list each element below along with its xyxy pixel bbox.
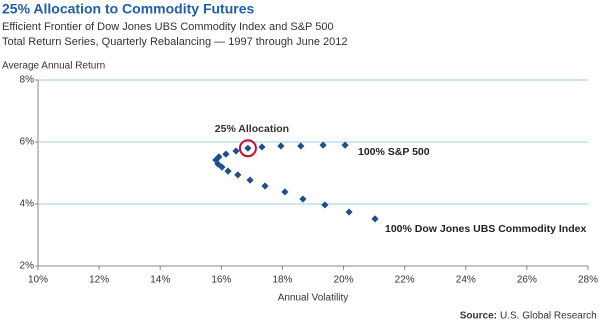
chart-subtitle: Efficient Frontier of Dow Jones UBS Comm…: [2, 21, 334, 33]
source-text: U.S. Global Research: [500, 311, 597, 322]
point: [246, 176, 254, 184]
annotation: 100% S&P 500: [358, 146, 430, 158]
x-tick-label: 28%: [578, 275, 598, 286]
y-axis-label: Average Annual Return: [2, 61, 105, 72]
point: [277, 142, 285, 150]
point: [222, 150, 230, 158]
x-tick-label: 16%: [211, 275, 231, 286]
x-tick-label: 22%: [395, 275, 415, 286]
point: [297, 142, 305, 150]
source-label: Source:: [460, 311, 497, 322]
point: [321, 201, 329, 209]
point: [232, 147, 240, 155]
x-tick-label: 24%: [456, 275, 476, 286]
x-tick-label: 26%: [517, 275, 537, 286]
point: [261, 182, 269, 190]
point: [224, 167, 232, 175]
chart-title: 25% Allocation to Commodity Futures: [2, 1, 254, 17]
annotation: 25% Allocation: [215, 123, 289, 135]
x-tick-label: 18%: [272, 275, 292, 286]
point: [371, 215, 379, 223]
point: [244, 144, 252, 152]
point: [234, 171, 242, 179]
point: [341, 141, 349, 149]
x-tick-label: 20%: [334, 275, 354, 286]
point: [299, 195, 307, 203]
point: [319, 141, 327, 149]
x-tick-label: 10%: [28, 275, 48, 286]
y-tick-label: 6%: [20, 137, 35, 148]
point: [218, 163, 226, 171]
annotation: 100% Dow Jones UBS Commodity Index: [385, 223, 586, 235]
x-axis-label: Annual Volatility: [278, 293, 349, 304]
chart-subtitle: Total Return Series, Quarterly Rebalanci…: [2, 36, 348, 48]
y-tick-label: 4%: [20, 199, 35, 210]
point: [281, 188, 289, 196]
x-tick-label: 12%: [89, 275, 109, 286]
point: [345, 208, 353, 216]
y-tick-label: 2%: [20, 261, 35, 272]
point: [258, 143, 266, 151]
highlight-ring: [238, 139, 257, 158]
x-tick-label: 14%: [150, 275, 170, 286]
y-tick-label: 8%: [20, 75, 35, 86]
